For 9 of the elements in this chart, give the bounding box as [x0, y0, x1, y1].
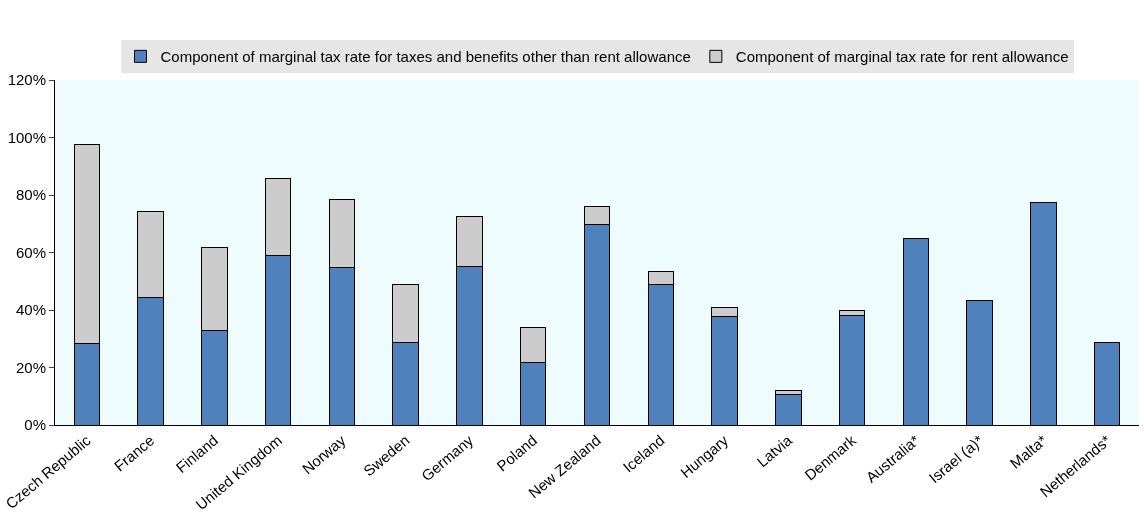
legend-label: Component of marginal tax rate for taxes and benefits other than rent allowance [160, 48, 691, 66]
y-tick-label: 20% [15, 358, 46, 376]
y-tick-label: 40% [15, 301, 46, 319]
y-tick-label: 60% [15, 243, 46, 261]
y-tick-label: 100% [7, 128, 46, 146]
y-tick-label: 120% [7, 71, 46, 89]
legend-label: Component of marginal tax rate for rent allowance [735, 48, 1069, 66]
y-tick-label: 0% [24, 416, 46, 434]
y-tick-label: 80% [15, 186, 46, 204]
